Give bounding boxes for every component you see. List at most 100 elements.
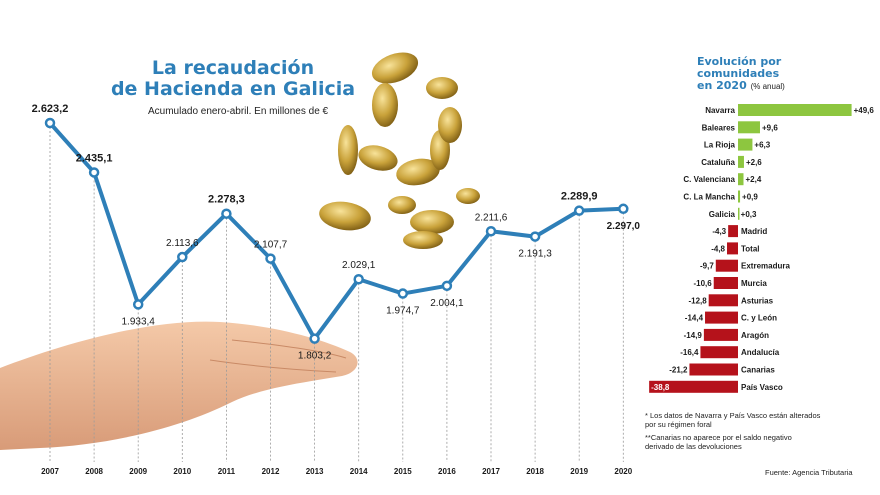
footnote-2-line-1: **Canarias no aparece por el saldo negat… [645, 433, 792, 442]
x-tick-label: 2018 [526, 467, 544, 476]
category-label: C. y León [741, 314, 777, 323]
x-tick-label: 2009 [129, 467, 147, 476]
value-label: -21,2 [669, 366, 688, 375]
data-point [618, 203, 629, 215]
bar [700, 346, 738, 359]
data-label: 2.289,9 [561, 191, 598, 203]
bar-title-line-1: Evolución por [697, 55, 782, 68]
bar [703, 328, 738, 341]
value-label: -12,8 [688, 296, 707, 305]
value-label: +2,6 [746, 158, 762, 167]
data-point [265, 253, 276, 264]
footnote-1-line-2: por su régimen foral [645, 420, 712, 429]
value-label: +0,9 [742, 193, 758, 202]
data-point [573, 205, 585, 216]
data-label: 2.435,1 [76, 152, 113, 164]
value-label: -38,8 [651, 383, 670, 392]
x-tick-label: 2010 [173, 467, 191, 476]
bar [715, 259, 738, 272]
data-point [88, 167, 100, 178]
data-label: 2.623,2 [32, 103, 69, 115]
title-line-1: La recaudación [151, 57, 315, 79]
bar [738, 104, 852, 116]
category-label: La Rioja [704, 141, 736, 150]
data-labels: 2.623,2 2.435,1 1.933,4 2.113,6 2.278,3 2.107… [32, 103, 640, 362]
data-point [44, 117, 56, 129]
bar [649, 380, 738, 393]
category-label: Extremadura [741, 262, 790, 271]
category-label: Aragón [741, 331, 769, 340]
category-label: Total [741, 244, 760, 253]
bar [705, 311, 738, 324]
series-line [48, 121, 624, 341]
data-point [221, 208, 232, 219]
data-point [397, 288, 409, 299]
source-note: Fuente: Agencia Tributaria [765, 468, 853, 477]
bar [713, 277, 738, 289]
data-point [353, 273, 364, 285]
value-label: +2,4 [745, 175, 761, 184]
data-point [529, 231, 541, 242]
bar [689, 363, 738, 376]
data-label: 2.107,7 [254, 240, 288, 251]
category-label: C. Valenciana [683, 175, 735, 184]
x-tick-label: 2017 [482, 467, 500, 476]
value-label: -4,3 [712, 227, 726, 236]
category-label: Cataluña [701, 158, 735, 167]
data-point [132, 299, 144, 310]
value-label: -10,6 [693, 279, 712, 288]
x-axis-ticks: 2007 2008 2009 2010 2011 2012 2013 2014 2015 2016… [41, 467, 633, 476]
category-label: Murcia [741, 279, 767, 288]
chart-title: La recaudación de Hacienda en Galicia [108, 58, 358, 100]
data-label: 1.803,2 [298, 351, 332, 362]
bar [738, 155, 744, 168]
value-label: -4,8 [711, 244, 725, 253]
bar-title-unit: (% anual) [750, 82, 785, 91]
bar [738, 173, 744, 186]
data-points [44, 117, 629, 344]
x-tick-label: 2015 [394, 467, 412, 476]
value-label: -14,9 [684, 331, 703, 340]
value-label: +6,3 [754, 141, 770, 150]
footnote-1-line-1: * Los datos de Navarra y País Vasco está… [645, 411, 821, 420]
category-label: Galicia [709, 210, 736, 219]
x-tick-label: 2016 [438, 467, 456, 476]
value-label: +49,6 [854, 106, 875, 115]
category-label: País Vasco [741, 383, 783, 392]
data-label: 2.191,3 [518, 249, 552, 260]
bars: Navarra +49,6 Baleares +9,6 La Rioja +6,3 Cata… [649, 104, 874, 393]
bar [738, 190, 741, 203]
footnote-2: **Canarias no aparece por el saldo negat… [645, 433, 792, 451]
data-label: 2.297,0 [607, 221, 640, 232]
x-tick-label: 2008 [85, 467, 103, 476]
chart-subtitle: Acumulado enero-abril. En millones de € [148, 106, 329, 117]
data-label: 2.029,1 [342, 260, 376, 271]
data-point [309, 333, 320, 344]
line-chart: 2.623,2 2.435,1 1.933,4 2.113,6 2.278,3 2.107… [0, 52, 640, 476]
hand-illustration [0, 321, 358, 450]
title-line-2: de Hacienda en Galicia [110, 78, 356, 100]
category-label: Asturias [741, 296, 774, 305]
value-label: -14,4 [685, 314, 704, 323]
value-label: -9,7 [700, 262, 714, 271]
bar-title-line-3: en 2020 [697, 79, 747, 92]
value-label: +0,3 [741, 210, 757, 219]
gridlines [49, 123, 624, 462]
data-label: 1.933,4 [122, 316, 156, 327]
data-label: 1.974,7 [386, 306, 420, 317]
footnote-2-line-2: derivado de las devoluciones [645, 442, 742, 451]
data-label: 2.004,1 [430, 298, 464, 309]
x-tick-label: 2011 [218, 467, 236, 476]
category-label: Baleares [702, 123, 736, 132]
data-label: 2.211,6 [475, 212, 508, 223]
bar [728, 225, 738, 238]
data-label: 2.278,3 [208, 194, 245, 206]
bar [738, 138, 753, 151]
bar-title-line-2: comunidades [697, 67, 780, 80]
x-tick-label: 2007 [41, 467, 59, 476]
bar [727, 242, 738, 255]
x-tick-label: 2019 [570, 467, 588, 476]
x-tick-label: 2013 [306, 467, 324, 476]
data-point [485, 226, 497, 237]
coins-illustration [319, 52, 480, 249]
